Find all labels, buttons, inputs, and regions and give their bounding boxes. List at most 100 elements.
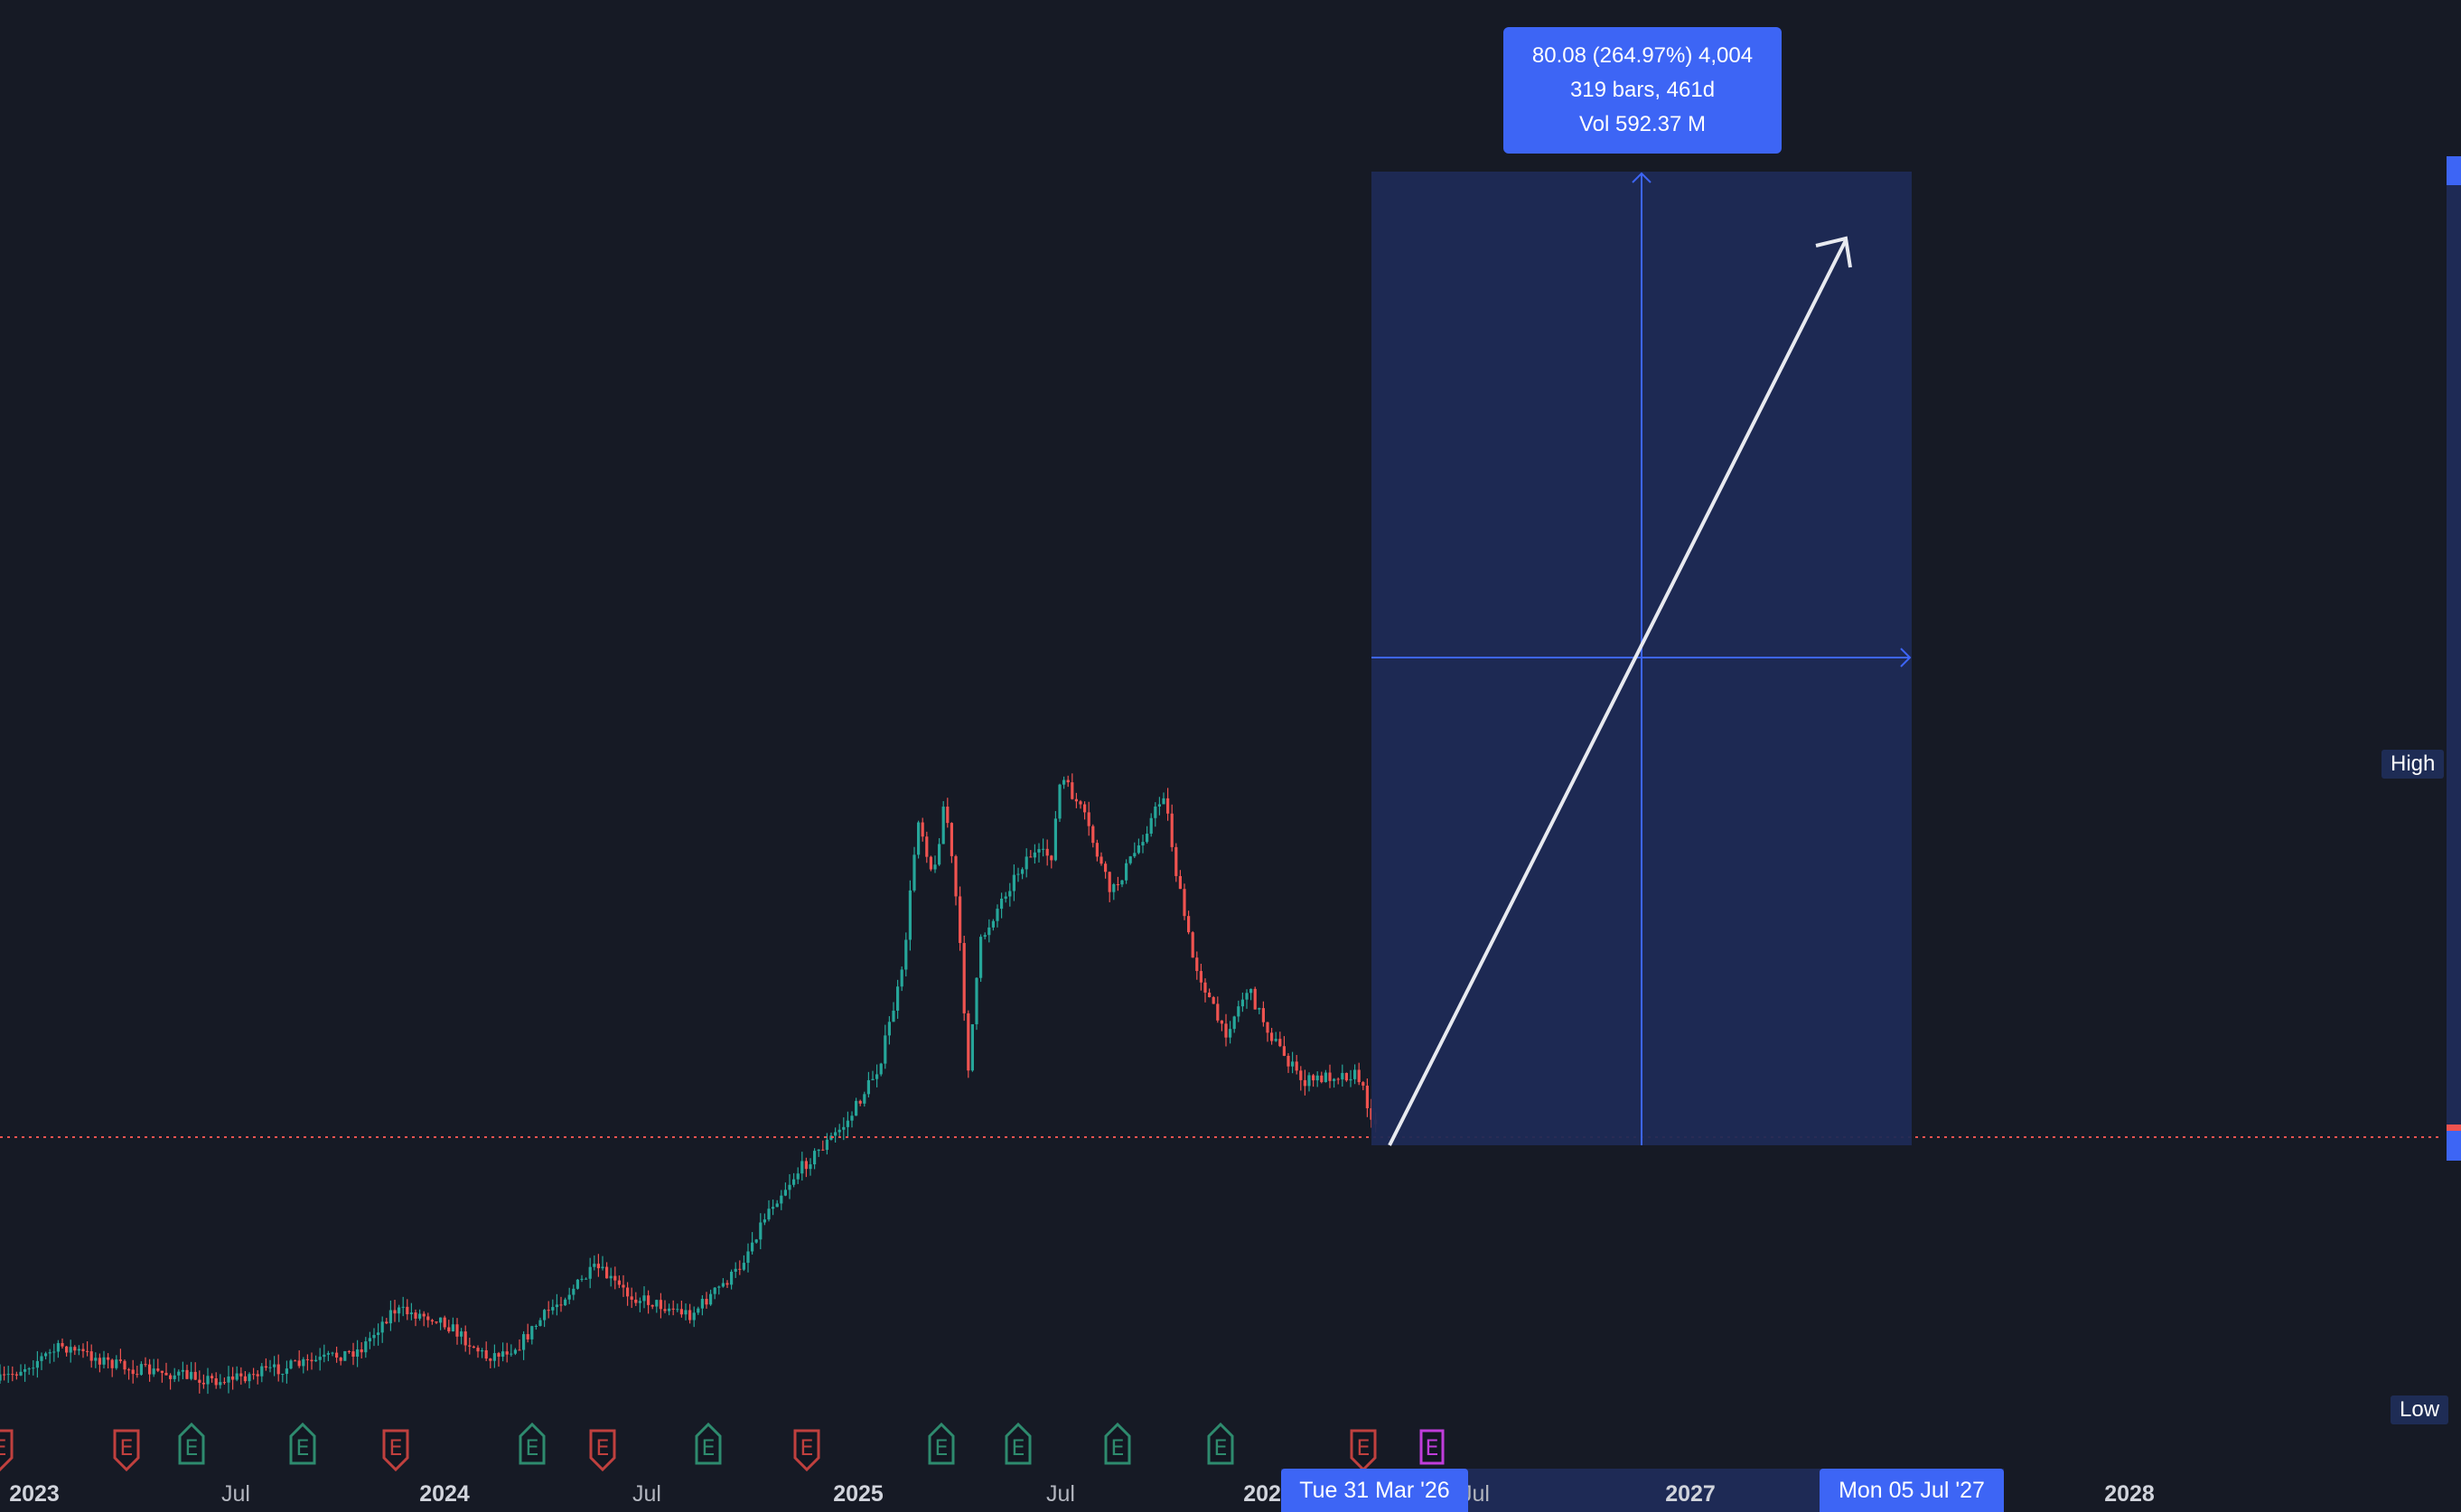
candle [950,822,953,863]
earnings-miss-icon[interactable]: E [589,1429,616,1472]
candle [1062,776,1066,789]
candle [650,1304,654,1310]
earnings-beat-icon[interactable]: E [928,1422,955,1465]
svg-text:E: E [1425,1435,1438,1461]
candle [1336,1077,1340,1085]
svg-text:E: E [0,1435,7,1461]
candle [626,1282,630,1306]
candle [69,1339,72,1363]
earnings-miss-icon[interactable]: E [793,1429,820,1472]
candle [1261,1001,1265,1027]
earnings-upcoming-icon[interactable]: E [1419,1429,1445,1465]
earnings-miss-icon[interactable]: E [382,1429,409,1472]
candle [817,1149,820,1157]
candle [98,1353,101,1373]
candle [875,1064,879,1087]
candle [746,1243,750,1273]
svg-text:E: E [800,1435,813,1461]
trend-arrow[interactable] [1388,236,1852,1146]
candle [813,1148,817,1170]
candle [455,1318,459,1345]
candle [227,1366,230,1394]
candle [846,1111,849,1138]
candle [1116,876,1119,891]
earnings-beat-icon[interactable]: E [1104,1422,1131,1465]
candle [796,1167,800,1184]
candle [792,1172,796,1188]
candle [946,798,950,828]
candle [110,1358,114,1377]
earnings-beat-icon[interactable]: E [1207,1422,1234,1465]
candle [593,1255,596,1271]
candle [40,1352,43,1370]
candle [780,1190,783,1210]
candle [837,1124,841,1137]
candle [858,1099,862,1106]
candle [842,1117,846,1141]
candle [460,1328,463,1345]
earnings-beat-icon[interactable]: E [1005,1422,1032,1465]
candle [335,1346,339,1363]
candle [169,1373,173,1390]
earnings-beat-icon[interactable]: E [519,1422,546,1465]
candlestick-series [0,773,1378,1395]
candle [676,1303,679,1312]
candle [484,1341,488,1361]
candle [222,1377,226,1386]
candle [160,1370,164,1383]
candle [892,1002,895,1022]
earnings-beat-icon[interactable]: E [695,1422,722,1465]
candle [19,1364,23,1377]
date-price-range-tool[interactable] [1371,172,1912,1145]
candle [1170,804,1174,852]
candle [0,1364,2,1385]
candle [377,1323,380,1346]
candle [979,934,983,983]
candle [11,1366,14,1382]
candle [1016,867,1020,882]
candle [970,1023,974,1072]
candle [323,1344,326,1363]
earnings-miss-icon[interactable]: E [113,1429,140,1472]
svg-text:E: E [1011,1435,1025,1461]
candle [1232,1015,1236,1033]
candle [1274,1031,1277,1042]
candle [962,936,966,1022]
candle [996,904,999,928]
candle [585,1277,588,1280]
candle [426,1312,430,1328]
candle [1353,1064,1357,1085]
candle [1120,880,1124,888]
candle [243,1371,247,1384]
candle [248,1372,251,1389]
earnings-beat-icon[interactable]: E [289,1422,316,1465]
candle [564,1297,567,1306]
candle [409,1302,413,1321]
candle [1141,835,1145,854]
candle [401,1296,405,1317]
candle [1045,839,1049,866]
candle [850,1111,854,1128]
candle [211,1373,214,1383]
candle [164,1362,168,1376]
candle [148,1358,152,1382]
candle [991,919,995,931]
svg-text:E: E [595,1435,609,1461]
earnings-beat-icon[interactable]: E [178,1422,205,1465]
candle [35,1350,39,1378]
candle [339,1357,342,1366]
earnings-miss-icon[interactable]: E [1350,1429,1377,1472]
candle [56,1339,60,1358]
candle [102,1350,106,1369]
candle [767,1199,771,1222]
candle [1104,861,1108,879]
earnings-miss-icon[interactable]: E [0,1429,14,1472]
candle [173,1367,176,1383]
time-axis-label: 2027 [1665,1481,1716,1507]
candle [118,1349,122,1364]
candle [1053,810,1057,862]
candle [1108,871,1111,902]
candle [1357,1062,1361,1086]
candle [559,1296,563,1312]
